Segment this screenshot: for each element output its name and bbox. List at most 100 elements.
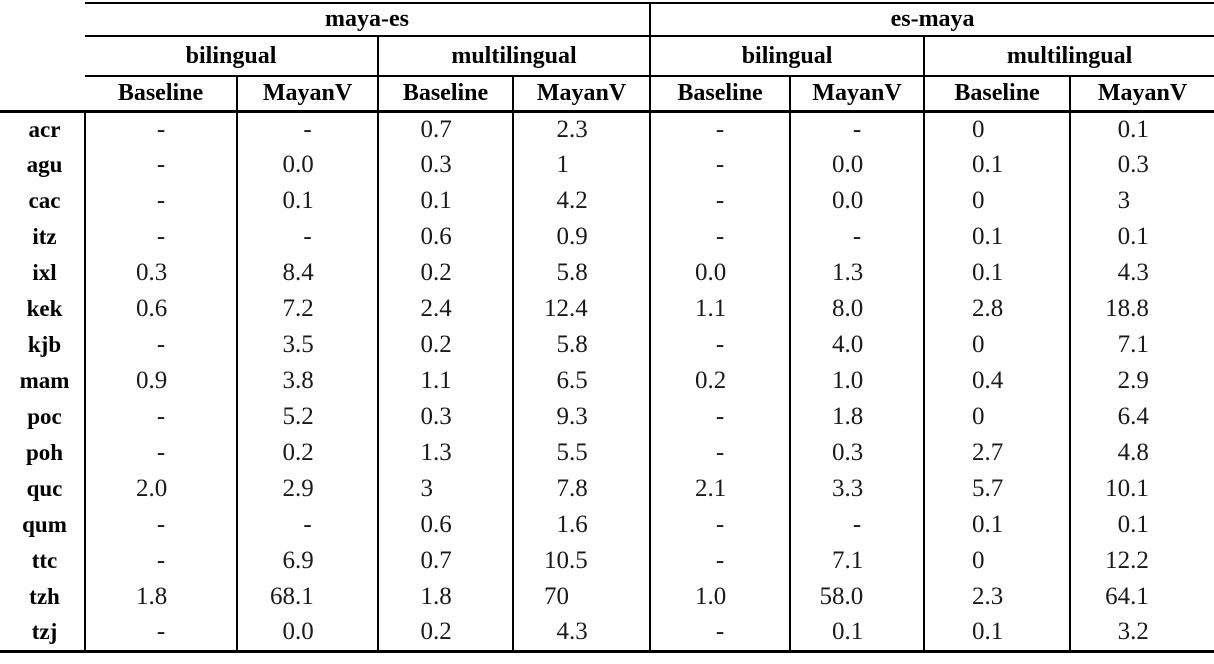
numeric-value: 1.1 <box>695 295 727 322</box>
value-cell: 70 <box>511 579 651 615</box>
numeric-value: 2.9 <box>282 475 314 502</box>
value-cell: - <box>649 111 791 147</box>
value-cell: - <box>649 615 791 653</box>
row-label-tzh: tzh <box>29 584 60 609</box>
numeric-value: 1 <box>556 151 570 178</box>
value-cell: 0.9 <box>511 219 651 255</box>
numeric-value: 10.5 <box>544 547 588 574</box>
numeric-value: 0.3 <box>832 439 864 466</box>
missing-value-dash: - <box>715 547 725 574</box>
value-cell: - <box>649 543 791 579</box>
row-label-cac: cac <box>28 188 61 213</box>
missing-value-dash: - <box>303 223 312 250</box>
numeric-value: 0.1 <box>972 511 1004 538</box>
column-header-mayanv: MayanV <box>236 76 378 113</box>
value-cell: 1.8 <box>84 579 237 615</box>
numeric-value: 0.1 <box>282 187 314 214</box>
numeric-value: 0.1 <box>972 151 1004 178</box>
value-cell: 0.1 <box>789 615 925 653</box>
missing-value-dash: - <box>156 403 166 430</box>
missing-value-dash: - <box>156 618 166 646</box>
value-cell: 4.3 <box>1069 255 1214 291</box>
table-row: poh - 0.2 1.3 5.5 - 0.3 2.7 4.8 <box>0 435 1214 471</box>
numeric-value: 10.1 <box>1105 475 1149 502</box>
numeric-value: 2.3 <box>556 115 588 143</box>
numeric-value: 2.7 <box>972 439 1004 466</box>
numeric-value: 1.8 <box>136 583 168 610</box>
value-cell: 6.4 <box>1069 399 1214 435</box>
value-cell: - <box>236 111 378 147</box>
numeric-value: 9.3 <box>556 403 588 430</box>
row-label-agu: agu <box>26 152 63 177</box>
numeric-value: 0.9 <box>556 223 588 250</box>
numeric-value: 4.8 <box>1117 439 1149 466</box>
value-cell: 5.8 <box>511 327 651 363</box>
value-cell: 0.0 <box>789 147 925 183</box>
value-cell: 0.3 <box>84 255 237 291</box>
value-cell: 0.0 <box>789 183 925 219</box>
value-cell: 1.6 <box>511 507 651 543</box>
numeric-value: 3.5 <box>282 331 314 358</box>
missing-value-dash: - <box>156 511 166 538</box>
value-cell: - <box>236 507 378 543</box>
value-cell: - <box>236 219 378 255</box>
value-cell: 0.2 <box>377 255 513 291</box>
numeric-value: 0.9 <box>136 367 168 394</box>
value-cell: 3 <box>377 471 513 507</box>
numeric-value: 5.5 <box>556 439 588 466</box>
numeric-value: 4.2 <box>556 187 588 214</box>
numeric-value: 0.1 <box>420 187 452 214</box>
value-cell: 2.9 <box>1069 363 1214 399</box>
numeric-value: 64.1 <box>1105 583 1149 610</box>
row-label-qum: qum <box>22 512 67 537</box>
missing-value-dash: - <box>156 115 166 143</box>
row-label-tzj: tzj <box>0 615 85 653</box>
numeric-value: 0 <box>972 115 985 143</box>
value-cell: 0 <box>923 111 1071 147</box>
value-cell: 2.9 <box>236 471 378 507</box>
numeric-value: 1.3 <box>832 259 864 286</box>
value-cell: 1 <box>511 147 651 183</box>
value-cell: 0.3 <box>377 399 513 435</box>
numeric-value: 0.0 <box>832 151 864 178</box>
row-label-poh: poh <box>25 440 64 465</box>
value-cell: 0.1 <box>923 507 1071 543</box>
value-cell: 9.3 <box>511 399 651 435</box>
numeric-value: 0.2 <box>420 259 452 286</box>
missing-value-dash: - <box>852 511 862 538</box>
value-cell: 1.1 <box>377 363 513 399</box>
value-cell: 3.5 <box>236 327 378 363</box>
value-cell: - <box>84 183 237 219</box>
column-header-baseline: Baseline <box>377 76 513 113</box>
value-cell: 12.2 <box>1069 543 1214 579</box>
value-cell: 2.3 <box>923 579 1071 615</box>
row-label-kek: kek <box>26 296 63 321</box>
numeric-value: 0.6 <box>136 295 168 322</box>
column-header-mayanv: MayanV <box>1069 76 1214 113</box>
value-cell: 7.1 <box>1069 327 1214 363</box>
numeric-value: 6.9 <box>282 547 314 574</box>
value-cell: 2.0 <box>84 471 237 507</box>
value-cell: 4.3 <box>511 615 651 653</box>
value-cell: 18.8 <box>1069 291 1214 327</box>
missing-value-dash: - <box>715 187 725 214</box>
value-cell: 4.8 <box>1069 435 1214 471</box>
value-cell: - <box>649 507 791 543</box>
value-cell: 0.0 <box>236 615 378 653</box>
value-cell: 0 <box>923 399 1071 435</box>
numeric-value: 7.2 <box>282 295 314 322</box>
value-cell: 0 <box>923 327 1071 363</box>
value-cell: - <box>649 435 791 471</box>
numeric-value: 0.2 <box>420 618 452 646</box>
value-cell: 0.3 <box>1069 147 1214 183</box>
numeric-value: 0 <box>972 187 985 214</box>
numeric-value: 0.4 <box>972 367 1004 394</box>
value-cell: - <box>84 615 237 653</box>
missing-value-dash: - <box>156 223 166 250</box>
numeric-value: 2.4 <box>420 295 452 322</box>
table-row: quc 2.0 2.9 3 7.8 2.1 3.3 5.7 10.1 <box>0 471 1214 507</box>
value-cell: 0.1 <box>1069 111 1214 147</box>
value-cell: 10.1 <box>1069 471 1214 507</box>
numeric-value: 58.0 <box>819 583 864 610</box>
